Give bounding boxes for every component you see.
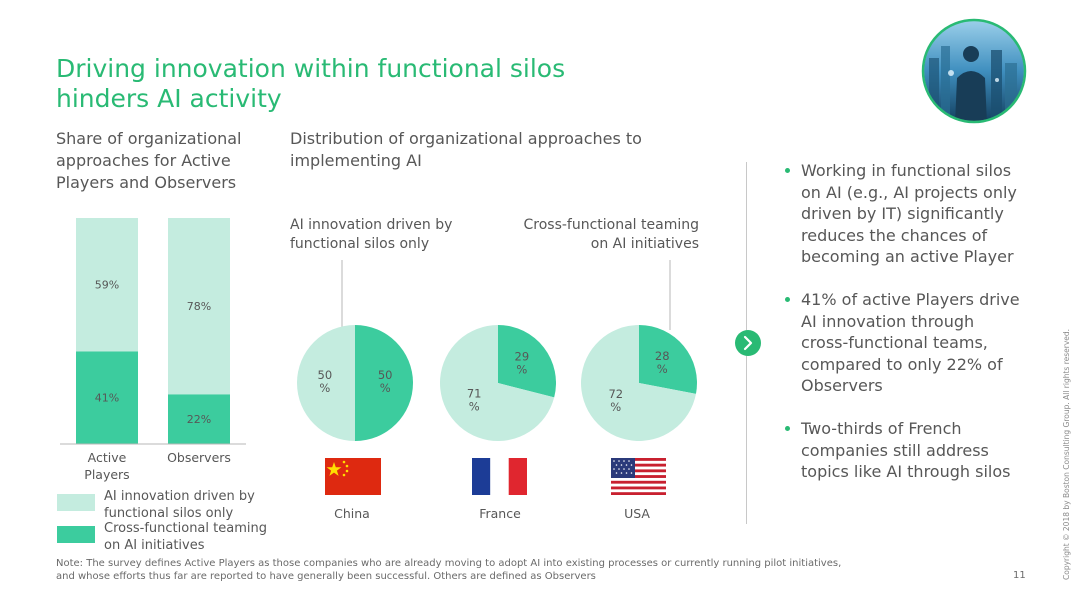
chevron-right-icon (735, 330, 761, 356)
footnote: Note: The survey defines Active Players … (56, 558, 842, 582)
pie-value-label: % (657, 362, 668, 376)
pie-country-label: China (334, 506, 370, 521)
copyright-notice: Copyright © 2018 by Boston Consulting Gr… (1062, 328, 1071, 580)
bar-value-label: 41% (95, 392, 119, 405)
pie-value-label: 50 (378, 368, 393, 382)
key-findings-list: Working in functional silos on AI (e.g.,… (782, 160, 1022, 504)
legend-swatch-cross (57, 526, 95, 543)
pie-section-heading: Distribution of organizational approache… (290, 129, 642, 170)
bar-segment (168, 394, 230, 444)
page-title: Driving innovation within functional sil… (56, 54, 565, 114)
pie-value-label: % (469, 399, 480, 413)
pie-slice-cross (355, 325, 413, 441)
bar-segment (76, 218, 138, 352)
china-flag-icon (325, 458, 381, 495)
pie-value-label: % (516, 363, 527, 377)
stacked-bar-chart: 41% 59% Active Players 22% 78% Observers (60, 218, 246, 482)
city-skyline-photo (921, 18, 1027, 124)
pie-value-label: % (319, 381, 330, 395)
pie-value-label: 71 (467, 386, 482, 400)
bar-segment (76, 351, 138, 444)
key-finding-item: 41% of active Players drive AI innovatio… (782, 289, 1022, 397)
legend-label-silos: AI innovation driven by functional silos… (104, 489, 255, 521)
pie-value-label: % (610, 400, 621, 414)
pie-country-label: USA (624, 506, 650, 521)
bar-category-label: Observers (167, 450, 231, 465)
bar-category-label: Active (88, 450, 127, 465)
bar-value-label: 59% (95, 279, 119, 292)
legend-swatch-silos (57, 494, 95, 511)
page-title-line2: hinders AI activity (56, 84, 282, 113)
pie-value-label: 28 (655, 349, 670, 363)
pie-value-label: 72 (608, 387, 623, 401)
pie-value-label: 29 (515, 350, 530, 364)
pie-slice-silos (580, 325, 696, 441)
bar-segment (168, 218, 230, 395)
key-finding-item: Two-thirds of French companies still add… (782, 418, 1022, 483)
bar-value-label: 22% (187, 413, 211, 426)
callout-label-silos: AI innovation driven by functional silos… (290, 217, 453, 252)
france-flag-icon (472, 458, 527, 495)
usa-flag-icon (611, 458, 666, 495)
key-finding-item: Working in functional silos on AI (e.g.,… (782, 160, 1022, 268)
legend-label-cross: Cross-functional teaming on AI initiativ… (104, 521, 267, 553)
pie-value-label: % (380, 381, 391, 395)
page-number: 11 (1013, 570, 1026, 581)
page-title-line1: Driving innovation within functional sil… (56, 54, 566, 83)
pie-slice-silos (297, 325, 355, 441)
pie-country-label: France (479, 506, 521, 521)
pie-slice-silos (440, 325, 555, 441)
bar-value-label: 78% (187, 300, 211, 313)
bar-category-label: Players (84, 467, 129, 482)
pie-slice-cross (498, 325, 556, 398)
stacked-bar-heading: Share of organizational approaches for A… (56, 129, 242, 192)
pie-value-label: 50 (318, 368, 333, 382)
callout-label-cross: Cross-functional teaming on AI initiativ… (523, 217, 699, 252)
pie-slice-cross (639, 325, 697, 394)
